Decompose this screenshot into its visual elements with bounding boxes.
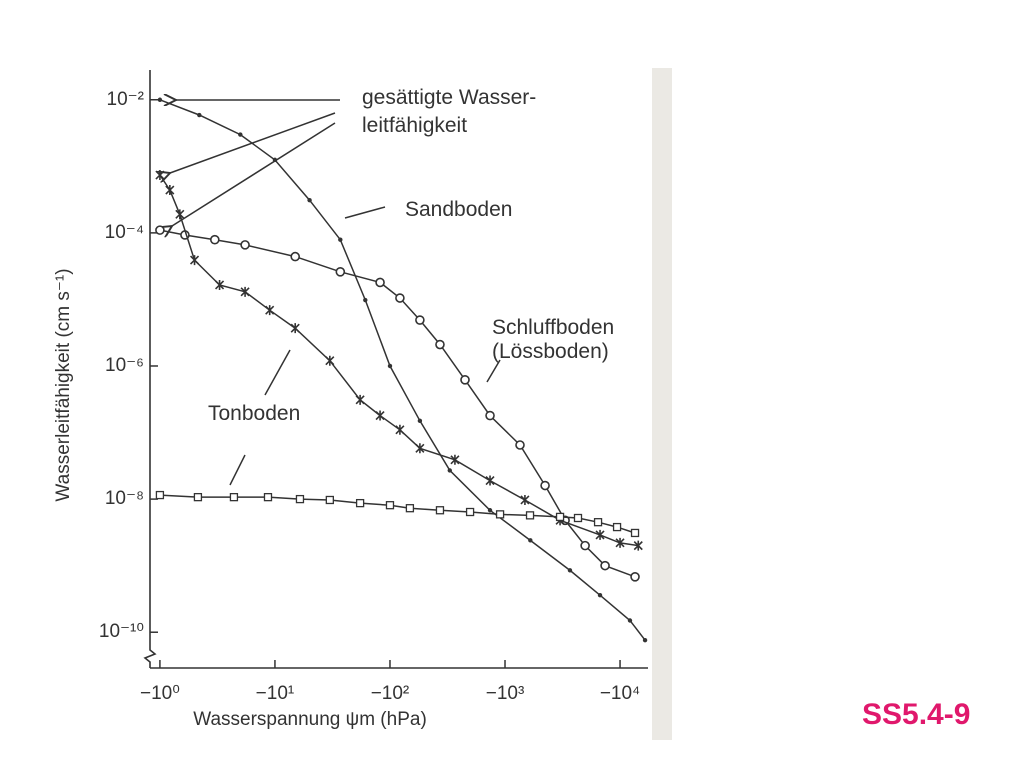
figure-id: SS5.4-9 [862,698,971,731]
point [175,209,185,220]
point [487,508,493,513]
y-tick-label: 10⁻² [107,89,145,110]
point [265,305,275,316]
point [612,522,622,532]
annotation: leitfähigkeit [362,114,468,137]
point [633,540,643,551]
leader-line [264,349,291,396]
point [189,255,200,266]
point [642,637,648,643]
point [593,518,603,527]
point [197,112,202,118]
point [290,251,301,262]
point [155,490,165,500]
leader-line [344,206,386,219]
point [238,132,243,137]
point [272,157,278,163]
point [435,506,445,515]
point [465,507,475,517]
point [595,529,605,540]
point [447,468,452,473]
leader-line [486,359,501,383]
y-axis [143,70,157,668]
point [485,410,495,421]
point [520,494,530,505]
point [528,538,533,543]
series-label: Tonboden [208,402,301,425]
point [405,504,415,513]
point [240,240,250,250]
point [415,315,425,325]
point [395,293,405,303]
point [375,277,385,288]
point [385,501,395,510]
point [435,339,445,350]
point [240,286,250,297]
point [229,492,239,502]
point [295,494,305,504]
point [495,510,505,519]
point [335,267,346,277]
x-tick-label: −10³ [486,683,525,704]
series-label: Sandboden [405,198,513,221]
x-tick-label: −10⁴ [600,683,640,704]
point [515,440,525,450]
point [193,492,203,502]
point [485,475,495,486]
x-tick-label: −10¹ [256,683,295,704]
point [338,237,343,242]
scan-strip [652,68,672,740]
point [630,572,640,582]
y-axis-label: Wasserleitfähigkeit (cm s⁻¹) [53,268,74,501]
point [567,568,573,573]
y-tick-label: 10⁻¹⁰ [99,621,144,642]
point [395,424,405,435]
point [355,394,365,405]
y-tick-label: 10⁻⁶ [105,355,144,376]
point [597,592,603,598]
point [525,511,535,520]
point [363,297,368,303]
point [580,540,590,551]
point [417,418,423,424]
point [387,363,393,369]
point [155,225,165,235]
point [290,323,300,334]
x-tick-label: −10² [371,683,410,704]
y-tick-label: 10⁻⁴ [105,222,144,243]
point [630,528,640,538]
annotation: gesättigte Wasser- [362,86,537,109]
point [325,355,335,366]
point [555,512,565,522]
point [307,197,312,203]
leader-line [229,454,246,486]
y-tick-label: 10⁻⁸ [105,488,144,509]
leaders [170,100,501,486]
x-tick-label: −10⁰ [140,683,180,704]
point [460,375,470,385]
point [450,454,460,465]
arrow [172,122,336,226]
series-label: Schluffboden (Lössboden) [492,316,615,363]
point [540,480,550,491]
point [155,170,165,181]
point [627,618,633,623]
point [573,513,583,523]
point [355,498,365,508]
point [375,410,385,421]
point [165,185,175,196]
point [209,234,220,245]
point [325,495,334,505]
point [415,443,425,454]
point [157,97,163,102]
point [214,279,225,290]
x-axis-label: Wasserspannung ψm (hPa) [193,709,427,730]
point [263,492,273,502]
series-line [159,99,646,641]
point [615,537,625,548]
point [600,560,610,571]
series-line [159,229,636,578]
